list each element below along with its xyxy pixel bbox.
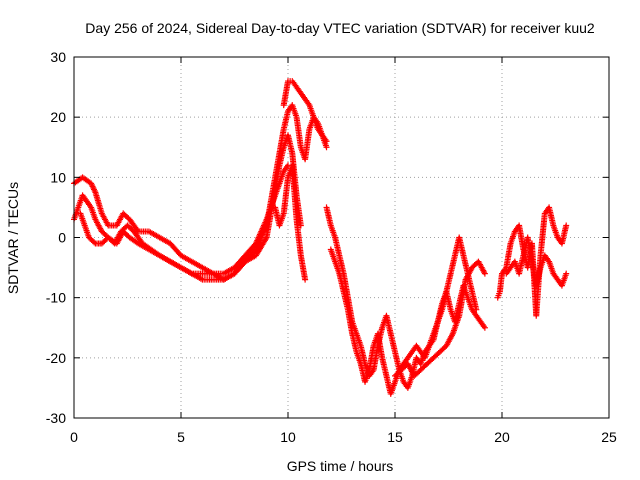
y-axis-label: SDTVAR / TECUs <box>5 182 21 294</box>
x-axis-label: GPS time / hours <box>287 458 394 474</box>
y-tick-label: -20 <box>46 350 66 366</box>
data-point <box>481 324 488 331</box>
series-trace-j <box>503 234 570 289</box>
data-point <box>563 222 570 229</box>
axis-ticks: 0 5 10 15 20 25 -30 -20 -10 0 10 20 30 <box>46 49 617 445</box>
y-tick-label: -30 <box>46 410 66 426</box>
x-tick-label: 25 <box>601 429 617 445</box>
series-trace-e <box>272 162 309 283</box>
x-tick-label: 20 <box>494 429 510 445</box>
series-trace-h <box>392 258 488 379</box>
data-points <box>71 78 570 397</box>
data-point <box>302 276 309 283</box>
chart-title: Day 256 of 2024, Sidereal Day-to-day VTE… <box>85 20 595 36</box>
x-tick-label: 0 <box>70 429 78 445</box>
y-tick-label: 30 <box>50 49 66 65</box>
series-trace-c <box>77 162 291 277</box>
data-point <box>563 270 570 277</box>
y-tick-label: 0 <box>58 230 66 246</box>
series-trace-a <box>71 102 330 283</box>
data-point <box>91 239 98 246</box>
series-trace-b <box>71 132 304 283</box>
series-trace-d <box>280 78 330 145</box>
data-point <box>323 138 330 145</box>
x-tick-label: 15 <box>387 429 403 445</box>
x-tick-label: 10 <box>280 429 296 445</box>
y-tick-label: -10 <box>46 290 66 306</box>
data-point <box>481 270 488 277</box>
x-tick-label: 5 <box>177 429 185 445</box>
series-trace-i <box>494 204 570 319</box>
y-tick-label: 10 <box>50 169 66 185</box>
data-point <box>473 306 480 313</box>
y-tick-label: 20 <box>50 109 66 125</box>
data-point <box>262 235 269 242</box>
data-point <box>323 144 330 151</box>
